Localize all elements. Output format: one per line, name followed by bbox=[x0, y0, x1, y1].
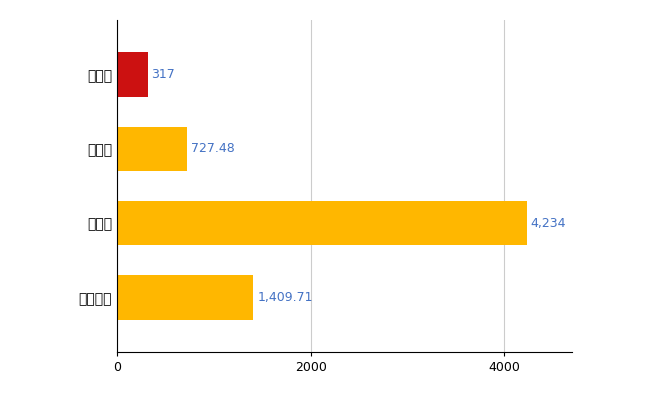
Text: 317: 317 bbox=[151, 68, 176, 81]
Text: 4,234: 4,234 bbox=[531, 217, 566, 230]
Text: 1,409.71: 1,409.71 bbox=[257, 291, 313, 304]
Bar bbox=[117, 275, 254, 320]
Bar bbox=[117, 52, 148, 97]
Bar bbox=[117, 126, 187, 171]
Bar bbox=[117, 201, 527, 246]
Text: 727.48: 727.48 bbox=[191, 142, 235, 155]
